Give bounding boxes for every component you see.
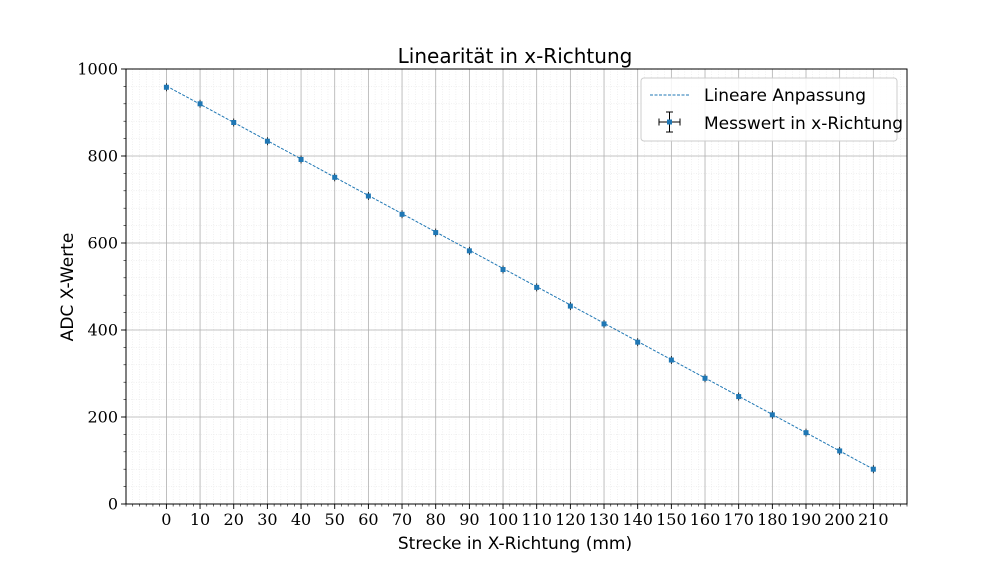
axis-ticks: 0 10 20 30 40 50 60 70 80 90 100 110 120 130 140 150 160… — [77, 60, 908, 529]
x-tick-label: 170 — [723, 510, 754, 529]
data-point — [534, 283, 540, 292]
data-point-marker — [601, 321, 607, 327]
data-point-marker — [500, 267, 506, 273]
data-point — [668, 356, 674, 365]
data-point-marker — [567, 303, 573, 309]
data-point — [635, 338, 641, 347]
y-tick-label: 800 — [87, 147, 118, 166]
data-point-marker — [803, 430, 809, 436]
x-tick-label: 150 — [656, 510, 687, 529]
legend: Lineare Anpassung Messwert in x-Richtung — [640, 77, 903, 142]
data-point-marker — [197, 101, 203, 107]
data-point-marker — [365, 193, 371, 199]
data-point-marker — [837, 448, 843, 454]
data-point — [197, 99, 203, 108]
data-points-layer — [163, 83, 876, 474]
x-tick-label: 40 — [291, 510, 311, 529]
x-tick-label: 180 — [757, 510, 788, 529]
x-tick-label: 140 — [622, 510, 653, 529]
x-tick-label: 10 — [190, 510, 210, 529]
legend-errorbar-label: Messwert in x-Richtung — [704, 114, 903, 134]
data-point-marker — [702, 375, 708, 381]
data-point — [837, 446, 843, 455]
x-tick-label: 30 — [257, 510, 277, 529]
data-point — [702, 374, 708, 383]
x-tick-label: 20 — [224, 510, 244, 529]
x-axis-label: Strecke in X-Richtung (mm) — [398, 534, 632, 554]
data-point-marker — [668, 357, 674, 363]
fit-line-layer — [166, 85, 874, 470]
x-tick-label: 190 — [791, 510, 822, 529]
x-tick-label: 80 — [426, 510, 446, 529]
data-point-marker — [736, 394, 742, 400]
x-tick-label: 110 — [521, 510, 552, 529]
data-point-marker — [433, 230, 439, 236]
data-point — [466, 246, 472, 255]
data-point — [601, 319, 607, 328]
x-tick-label: 210 — [858, 510, 889, 529]
data-point — [567, 302, 573, 311]
data-point — [736, 392, 742, 401]
data-point-marker — [298, 156, 304, 162]
y-tick-label: 0 — [108, 495, 118, 514]
y-tick-label: 200 — [87, 408, 118, 427]
x-tick-label: 130 — [589, 510, 620, 529]
x-tick-label: 50 — [325, 510, 345, 529]
data-point — [500, 265, 506, 274]
data-point — [803, 428, 809, 437]
x-tick-label: 120 — [555, 510, 586, 529]
y-tick-label: 400 — [87, 321, 118, 340]
data-point — [433, 228, 439, 237]
data-point-marker — [332, 174, 338, 180]
x-tick-label: 0 — [161, 510, 171, 529]
data-point-marker — [264, 138, 270, 144]
x-tick-label: 200 — [824, 510, 855, 529]
data-point-marker — [399, 211, 405, 217]
y-tick-label: 600 — [87, 234, 118, 253]
x-tick-label: 70 — [392, 510, 412, 529]
data-point-marker — [870, 466, 876, 472]
data-point-marker — [769, 412, 775, 418]
data-point-marker — [163, 84, 169, 90]
data-point — [231, 118, 237, 127]
data-point — [298, 155, 304, 164]
chart-title: Linearität in x-Richtung — [398, 44, 633, 68]
data-point-marker — [231, 120, 237, 126]
legend-errorbar-swatch — [658, 111, 681, 133]
data-point — [365, 192, 371, 201]
data-point-marker — [466, 248, 472, 254]
data-point — [264, 137, 270, 146]
y-axis-label: ADC X-Werte — [58, 233, 78, 342]
legend-fit-line-label: Lineare Anpassung — [704, 86, 866, 106]
x-tick-label: 60 — [358, 510, 378, 529]
data-point — [332, 173, 338, 182]
y-tick-label: 1000 — [77, 60, 118, 79]
x-tick-label: 90 — [459, 510, 479, 529]
data-point — [399, 210, 405, 219]
data-point-marker — [635, 339, 641, 345]
data-point — [163, 83, 169, 92]
data-point-marker — [534, 284, 540, 290]
x-tick-label: 160 — [690, 510, 721, 529]
fit-line — [166, 85, 874, 470]
legend-box — [640, 77, 898, 142]
data-point — [870, 465, 876, 474]
data-point — [769, 410, 775, 419]
x-tick-label: 100 — [488, 510, 519, 529]
